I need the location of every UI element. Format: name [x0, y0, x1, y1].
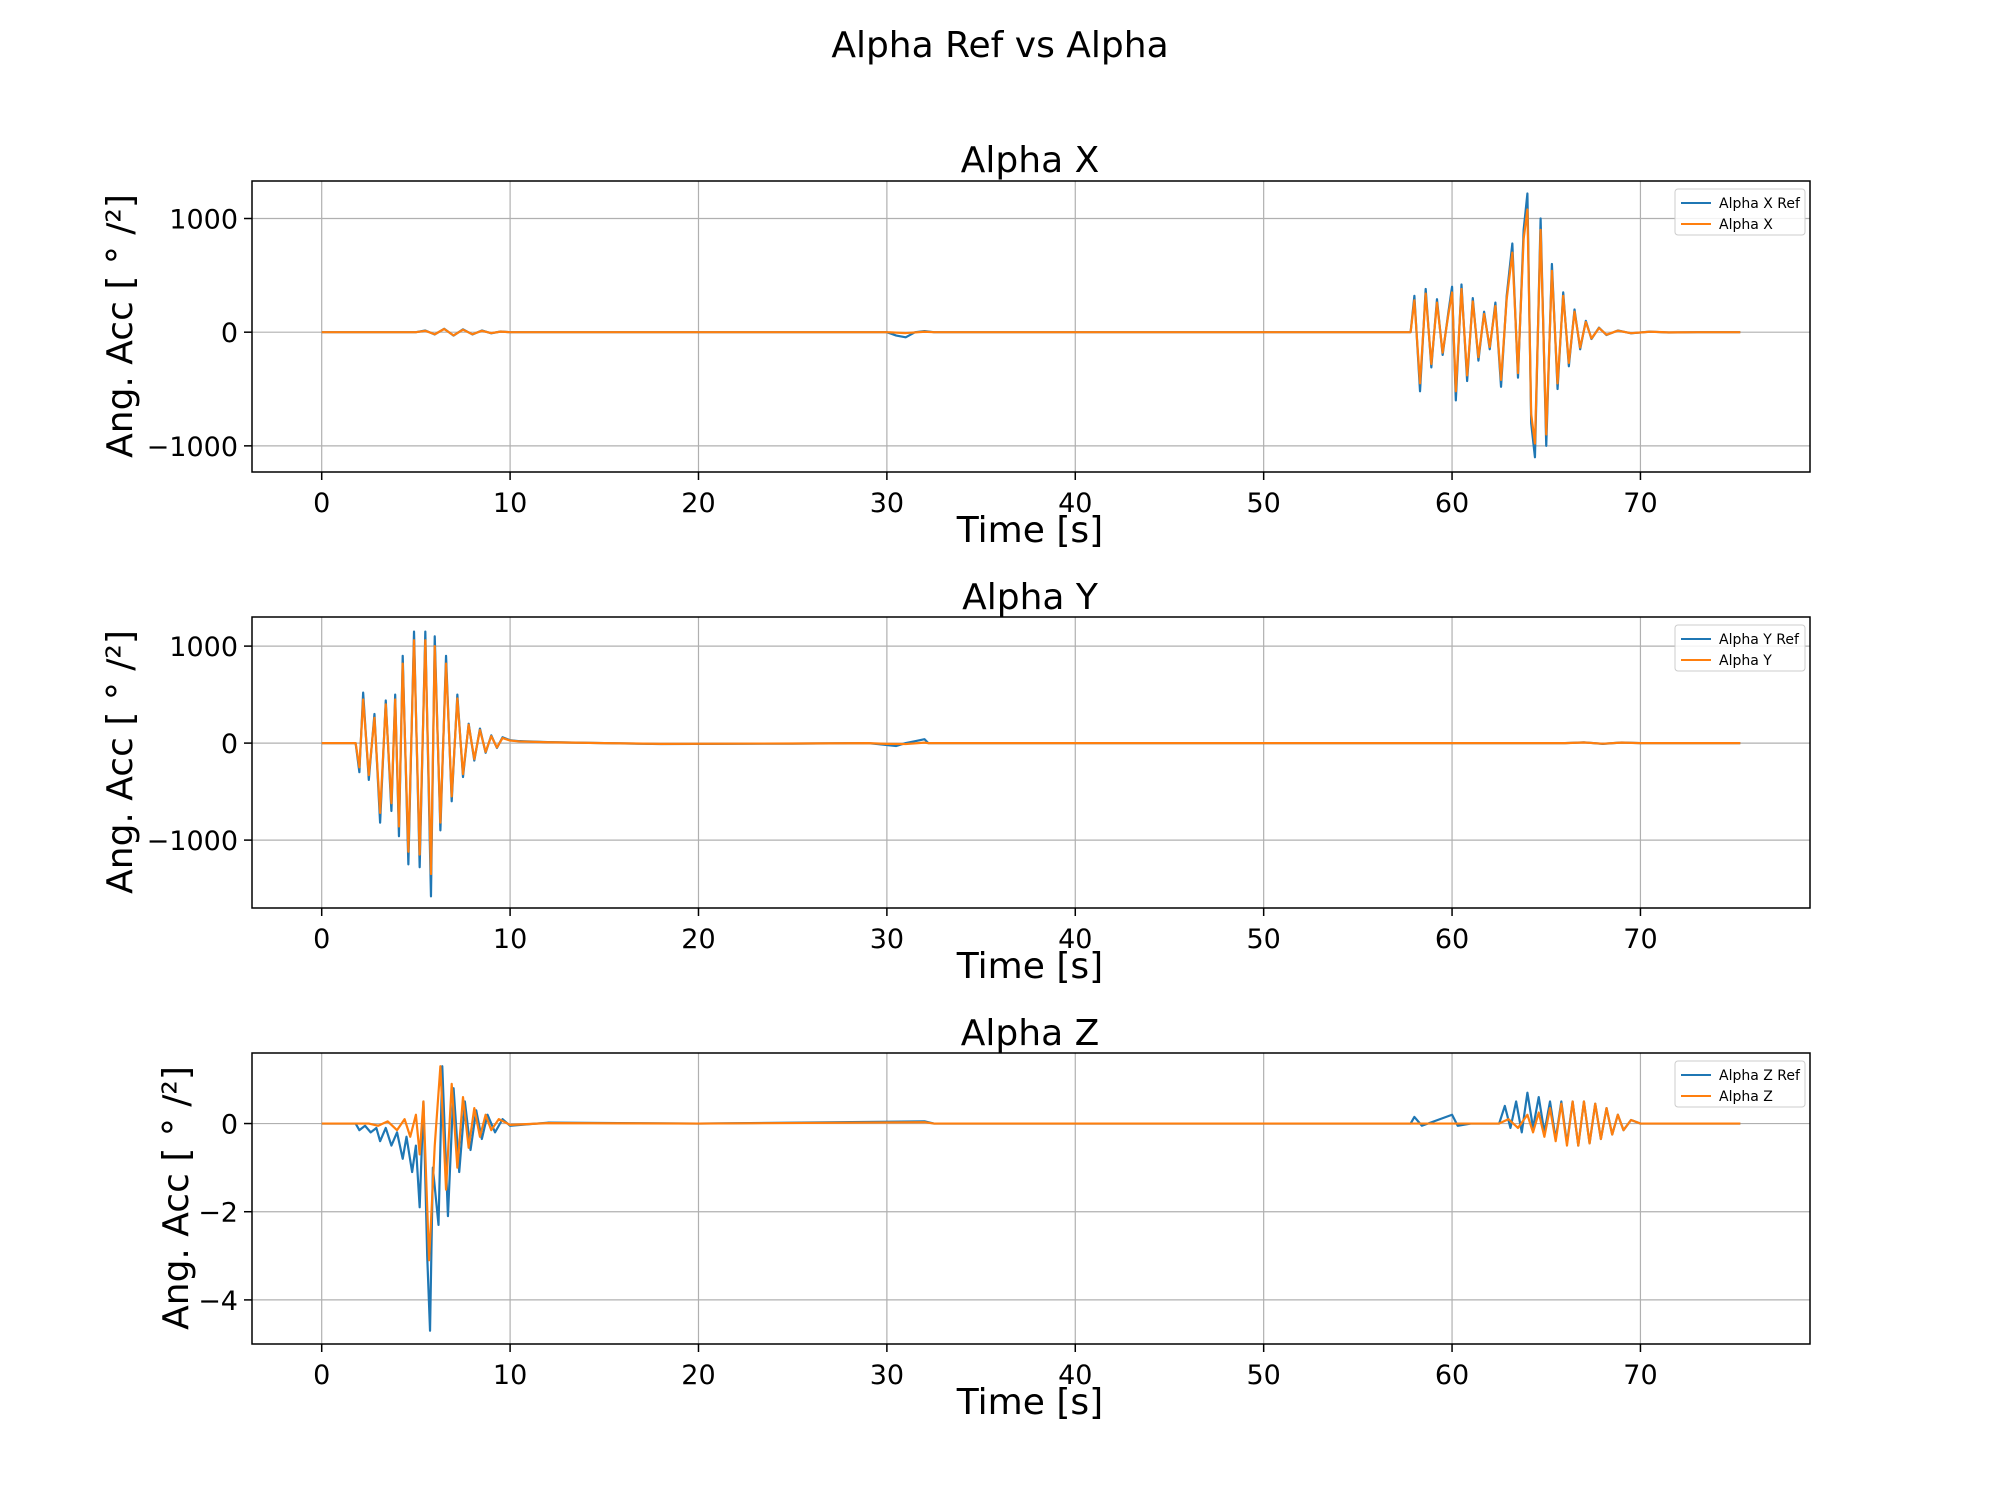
x-tick-label: 40 — [1058, 488, 1092, 519]
x-tick-label: 30 — [870, 1360, 904, 1391]
legend: Alpha Y Ref Alpha Y — [1674, 624, 1806, 672]
legend-label: Alpha Z — [1719, 1089, 1773, 1105]
legend-label: Alpha X — [1719, 217, 1773, 233]
x-tick-label: 30 — [870, 924, 904, 955]
x-tick-label: 70 — [1623, 488, 1657, 519]
x-axis-label: Time [s] — [956, 946, 1103, 987]
series-line-alpha-z — [321, 1065, 1741, 1262]
y-tick-label: 0 — [221, 318, 238, 349]
x-tick-label: 40 — [1058, 1360, 1092, 1391]
x-tick-label: 20 — [681, 924, 715, 955]
series-line-alpha-x — [321, 208, 1741, 445]
x-tick-label: 0 — [313, 488, 330, 519]
panel-alpha-x: Alpha X 0 10 20 30 40 50 60 70 −1000 0 1000 Time [… — [100, 140, 1811, 551]
x-tick-label: 50 — [1246, 488, 1280, 519]
x-tick-label: 10 — [493, 1360, 527, 1391]
x-tick-label: 0 — [313, 924, 330, 955]
legend-label: Alpha X Ref — [1719, 196, 1801, 212]
y-tick-label: −1000 — [147, 826, 238, 857]
x-tick-label: 60 — [1435, 924, 1469, 955]
y-axis-label: Ang. Acc [ ° /²] — [156, 1066, 197, 1330]
panel-alpha-z: Alpha Z 0 10 20 30 40 50 60 70 −4 −2 0 Time [s] An… — [156, 1013, 1811, 1423]
y-tick-label: 1000 — [169, 205, 238, 236]
x-tick-label: 40 — [1058, 924, 1092, 955]
panel-title: Alpha Z — [961, 1013, 1099, 1054]
y-tick-label: −4 — [198, 1286, 238, 1317]
axes-frame — [251, 1052, 1811, 1345]
panel-title: Alpha Y — [962, 577, 1099, 618]
legend: Alpha X Ref Alpha X — [1674, 188, 1806, 236]
x-tick-label: 30 — [870, 488, 904, 519]
x-tick-label: 0 — [313, 1360, 330, 1391]
panel-title: Alpha X — [961, 140, 1099, 181]
x-tick-label: 70 — [1623, 1360, 1657, 1391]
x-tick-label: 60 — [1435, 1360, 1469, 1391]
y-tick-label: 0 — [221, 729, 238, 760]
panel-alpha-y: Alpha Y 0 10 20 30 40 50 60 70 −1000 0 1000 Time [… — [100, 577, 1811, 987]
axes-frame — [251, 180, 1811, 473]
x-tick-label: 10 — [493, 924, 527, 955]
axes-frame — [251, 616, 1811, 909]
x-tick-label: 50 — [1246, 1360, 1280, 1391]
legend-label: Alpha Z Ref — [1719, 1068, 1801, 1084]
legend: Alpha Z Ref Alpha Z — [1674, 1060, 1806, 1108]
y-tick-label: 0 — [221, 1110, 238, 1141]
x-tick-label: 10 — [493, 488, 527, 519]
x-axis-label: Time [s] — [956, 510, 1103, 551]
legend-label: Alpha Y — [1719, 653, 1772, 669]
figure-title: Alpha Ref vs Alpha — [831, 25, 1168, 66]
legend-label: Alpha Y Ref — [1719, 632, 1800, 648]
y-axis-label: Ang. Acc [ ° /²] — [100, 194, 141, 458]
x-tick-label: 70 — [1623, 924, 1657, 955]
x-tick-label: 50 — [1246, 924, 1280, 955]
x-axis-label: Time [s] — [956, 1382, 1103, 1423]
series-line-alpha-y — [321, 639, 1741, 876]
x-tick-label: 20 — [681, 1360, 715, 1391]
y-axis-label: Ang. Acc [ ° /²] — [100, 630, 141, 894]
y-tick-label: −1000 — [147, 432, 238, 463]
x-tick-label: 60 — [1435, 488, 1469, 519]
x-tick-label: 20 — [681, 488, 715, 519]
y-tick-label: −2 — [198, 1198, 238, 1229]
y-tick-label: 1000 — [169, 632, 238, 663]
